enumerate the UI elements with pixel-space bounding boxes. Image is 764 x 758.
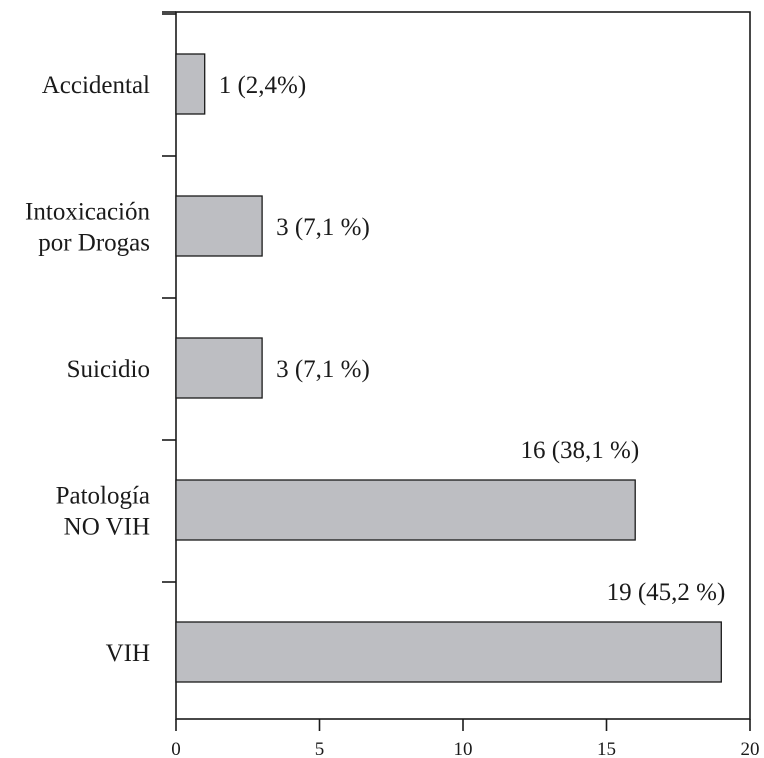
bar-value-label: 19 (45,2 %) xyxy=(607,579,726,606)
bar-value-label: 3 (7,1 %) xyxy=(276,214,370,241)
bar-value-label: 1 (2,4%) xyxy=(219,72,306,99)
category-labels: Accidental Intoxicación por Drogas Suicidio… xyxy=(25,72,150,667)
y-axis-ticks xyxy=(162,11,176,583)
category-label: VIH xyxy=(106,640,150,667)
bar xyxy=(175,53,206,115)
bar xyxy=(175,479,636,541)
bar-value-label: 3 (7,1 %) xyxy=(276,356,370,383)
category-label: Patología NO VIH xyxy=(56,483,150,541)
x-axis-ticks xyxy=(175,719,751,731)
bar xyxy=(175,195,263,257)
x-tick-label: 5 xyxy=(315,739,325,758)
x-tick-label: 0 xyxy=(171,739,181,758)
x-tick-label: 10 xyxy=(454,739,473,758)
x-tick-labels: 0 5 10 15 20 xyxy=(171,739,759,758)
bar xyxy=(175,337,263,399)
category-label: Suicidio xyxy=(67,356,150,383)
x-tick-label: 20 xyxy=(741,739,760,758)
bar xyxy=(175,621,722,683)
bar-value-labels: 1 (2,4%) 3 (7,1 %) 3 (7,1 %) 16 (38,1 %) 19 … xyxy=(219,72,726,606)
category-label: Intoxicación por Drogas xyxy=(25,199,150,257)
bars xyxy=(175,53,722,683)
x-tick-label: 15 xyxy=(597,739,616,758)
bar-value-label: 16 (38,1 %) xyxy=(520,437,639,464)
category-label: Accidental xyxy=(42,72,150,99)
